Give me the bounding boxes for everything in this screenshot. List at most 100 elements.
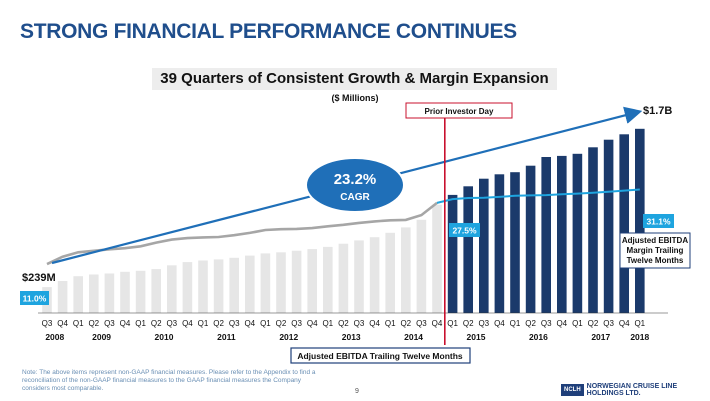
margin-legend-line: Adjusted EBITDA [622, 236, 688, 245]
bar [432, 204, 442, 313]
mid-margin-label-box [449, 223, 480, 237]
mid-margin-label: 27.5% [452, 226, 477, 236]
bar [541, 157, 551, 313]
bar [557, 155, 567, 313]
page-number: 9 [355, 388, 359, 395]
quarter-label: Q2 [525, 319, 536, 328]
quarter-label: Q2 [276, 319, 287, 328]
bar [151, 269, 161, 313]
bar [385, 232, 395, 313]
logo-line-1: NORWEGIAN CRUISE LINE [586, 383, 678, 390]
footnote: Note: The above items represent non-GAAP… [22, 369, 316, 392]
quarter-label: Q1 [135, 319, 146, 328]
start-margin-label-box [20, 291, 49, 305]
bar [57, 281, 68, 313]
bar [167, 265, 177, 313]
margin-legend-line: Margin Trailing [627, 246, 684, 255]
bar [120, 271, 130, 313]
bar [213, 259, 224, 313]
quarter-label: Q4 [432, 319, 443, 328]
quarter-label: Q1 [260, 319, 271, 328]
end-margin-label-box [643, 214, 674, 228]
quarter-label: Q2 [463, 319, 474, 328]
year-label: 2013 [342, 332, 361, 342]
quarter-label: Q1 [73, 319, 84, 328]
quarter-label: Q4 [556, 319, 567, 328]
start-margin-label: 11.0% [23, 294, 47, 304]
quarter-label: Q1 [322, 319, 333, 328]
bar [323, 246, 333, 313]
quarter-label: Q3 [291, 319, 302, 328]
quarter-label: Q3 [42, 319, 53, 328]
bar [276, 252, 286, 313]
bar [198, 260, 208, 313]
cagr-value: 23.2% [334, 171, 377, 188]
bar [89, 274, 99, 313]
logo-line-2: HOLDINGS LTD. [586, 390, 641, 397]
year-label: 2016 [529, 332, 548, 342]
year-label: 2017 [591, 332, 610, 342]
divider-label-box [405, 102, 513, 119]
start-value-label: $239M [22, 272, 56, 284]
year-label: 2012 [279, 332, 298, 342]
bar [338, 243, 349, 313]
quarter-label: Q1 [510, 319, 521, 328]
bar [635, 128, 645, 313]
bar [307, 249, 317, 313]
quarter-label: Q3 [229, 319, 240, 328]
bar [260, 253, 271, 313]
logo-text: NORWEGIAN CRUISE LINE HOLDINGS LTD. [587, 383, 678, 397]
year-label: 2015 [467, 332, 486, 342]
bar [291, 250, 302, 313]
bar [354, 240, 364, 313]
quarter-label: Q4 [244, 319, 255, 328]
quarter-label: Q3 [166, 319, 177, 328]
legend-box [290, 347, 471, 364]
bar [463, 186, 473, 314]
quarter-label: Q2 [588, 319, 599, 328]
quarter-label: Q3 [603, 319, 614, 328]
year-label: 2018 [630, 332, 649, 342]
year-label: 2011 [217, 332, 236, 342]
quarter-label: Q1 [198, 319, 209, 328]
bar [494, 174, 505, 313]
year-label: 2014 [404, 332, 423, 342]
divider-label: Prior Investor Day [425, 107, 494, 116]
quarter-label: Q4 [494, 319, 505, 328]
cagr-oval [305, 157, 405, 213]
end-margin-label: 31.1% [646, 217, 671, 227]
quarter-label: Q2 [213, 319, 224, 328]
bar [619, 134, 629, 314]
quarter-label: Q4 [120, 319, 131, 328]
bar [182, 262, 193, 313]
bar [229, 257, 239, 314]
quarter-label: Q1 [634, 319, 645, 328]
quarter-label: Q2 [338, 319, 349, 328]
bar [603, 139, 614, 313]
quarter-label: Q4 [182, 319, 193, 328]
year-label: 2010 [155, 332, 174, 342]
quarter-label: Q2 [400, 319, 411, 328]
bar [416, 219, 427, 313]
margin-legend-line: Twelve Months [627, 256, 684, 265]
bar [135, 270, 146, 314]
margin-line-before [46, 201, 438, 266]
bar [401, 227, 411, 313]
bar [73, 276, 83, 313]
quarter-label: Q3 [478, 319, 489, 328]
quarter-label: Q3 [541, 319, 552, 328]
quarter-label: Q2 [151, 319, 162, 328]
chart-title: 39 Quarters of Consistent Growth & Margi… [152, 68, 557, 90]
bar [447, 194, 458, 313]
end-value-label: $1.7B [643, 105, 672, 117]
units-label: ($ Millions) [331, 93, 379, 103]
margin-line-after [436, 188, 640, 204]
company-logo: NCLH NORWEGIAN CRUISE LINE HOLDINGS LTD. [561, 383, 677, 397]
quarter-label: Q3 [104, 319, 115, 328]
quarter-label: Q4 [57, 319, 68, 328]
bar [104, 273, 115, 313]
quarter-label: Q3 [416, 319, 427, 328]
bar [369, 237, 380, 313]
margin-legend-box [619, 232, 691, 269]
